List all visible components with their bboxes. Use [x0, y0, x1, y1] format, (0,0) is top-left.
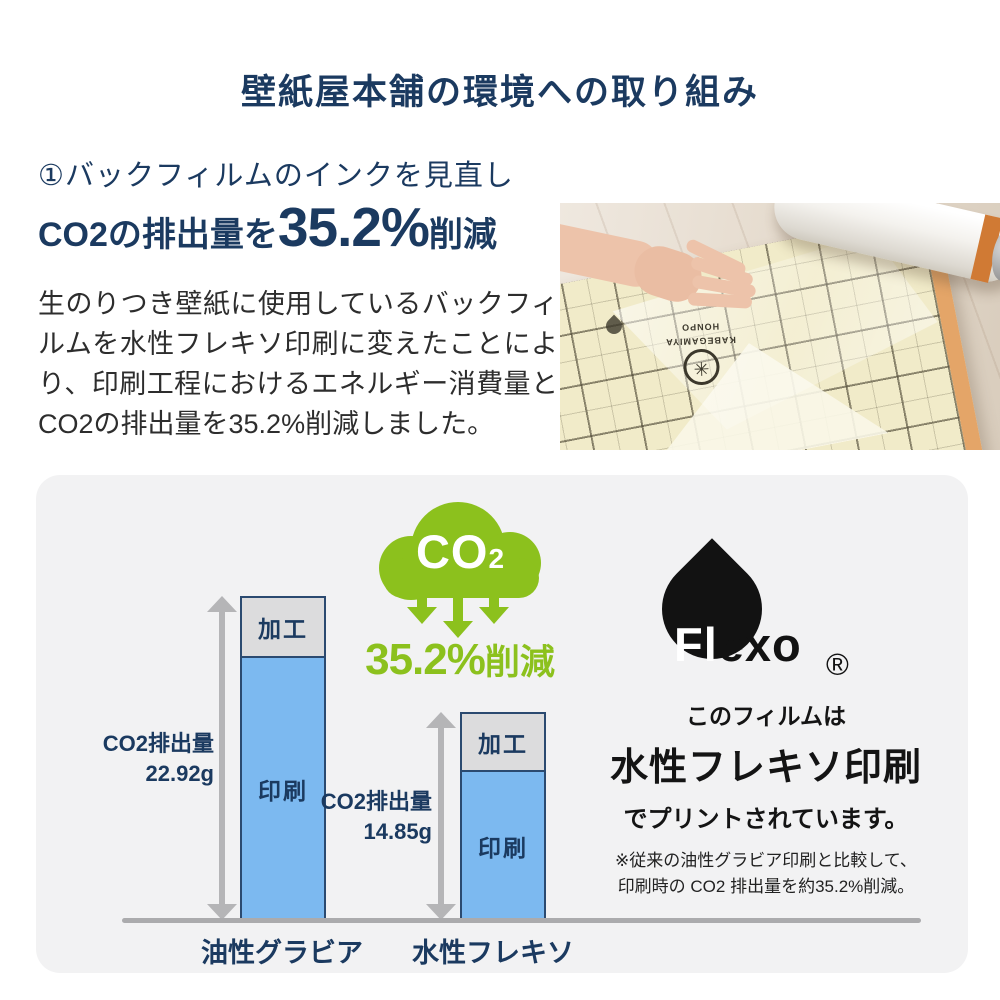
cloud-shape [383, 558, 539, 598]
registered-trademark-icon: ® [826, 647, 849, 682]
co2-total-flexo: CO2排出量 14.85g [280, 787, 432, 847]
section-heading: ①バックフィルムのインクを見直し [38, 160, 514, 192]
segment-label: 印刷 [478, 834, 528, 861]
measure-arrow-gravure [207, 596, 237, 920]
bar-segment-processing: 加工 [462, 714, 544, 772]
caption-line3: でプリントされています。 [623, 806, 909, 833]
down-arrow-icon [479, 594, 509, 624]
flexo-text-black: exo [717, 618, 802, 671]
arrow-down-icon [426, 904, 456, 920]
bar-segment-printing: 印刷 [242, 658, 324, 919]
caption-note-line1: ※従来の油性グラビア印刷と比較して、 [615, 851, 917, 870]
co2-cloud-icon: CO2 [375, 500, 545, 715]
reduction-value: 35.2% [365, 635, 486, 684]
co2-total-label: CO2排出量 [320, 789, 432, 814]
film-caption: このフィルムは 水性フレキソ印刷 でプリントされています。 ※従来の油性グラビア… [556, 697, 976, 900]
highlight-suffix: 削減 [428, 216, 497, 254]
co2-cloud-label: CO2 [375, 524, 545, 579]
segment-label: 加工 [478, 731, 528, 757]
reduction-suffix: 削減 [484, 643, 555, 682]
reduction-label: 35.2%削減 [290, 634, 630, 685]
category-label-gravure: 油性グラビア [201, 938, 363, 968]
section-body-text: 生のりつき壁紙に使用しているバックフィルムを水性フレキソ印刷に変えたことにより、… [38, 289, 558, 439]
chart-baseline [122, 918, 921, 923]
bar-segment-processing: 加工 [242, 598, 324, 658]
co2-total-label: CO2排出量 [102, 731, 214, 756]
photo-stamp-logo-icon: ✳ [682, 348, 721, 386]
bar-flexo: 加工 印刷 [460, 712, 546, 921]
down-arrow-icon [407, 594, 437, 624]
segment-label: 印刷 [258, 777, 308, 804]
arrow-up-icon [426, 712, 456, 728]
co2-total-value: 22.92g [145, 761, 215, 786]
measure-arrow-flexo [426, 712, 456, 920]
gas-subscript: 2 [488, 543, 505, 574]
arrow-shaft [438, 725, 444, 907]
photo-brand-stamp: ✳ KABEGAMIYA HONPO [645, 319, 757, 387]
co2-total-gravure: CO2排出量 22.92g [62, 729, 214, 789]
page-title: 壁紙屋本舗の環境への取り組み [240, 73, 759, 112]
infographic-card: CO2排出量 22.92g 加工 印刷 CO2排出量 14.85g 加工 印刷 … [36, 475, 968, 973]
photo-stamp-line1: KABEGAMIYA [665, 334, 737, 348]
highlight-value: 35.2% [277, 196, 430, 258]
category-label-flexo: 水性フレキソ [412, 938, 574, 968]
segment-label: 加工 [258, 616, 308, 642]
gas-label: CO [415, 525, 489, 578]
flexo-logo-text: Flexo [674, 621, 802, 668]
flexo-text-white: Fl [674, 618, 718, 671]
flexo-logo: Flexo ® [616, 538, 916, 701]
bar-segment-printing: 印刷 [462, 772, 544, 919]
caption-note-line2: 印刷時の CO2 排出量を約35.2%削減。 [617, 877, 915, 896]
caption-line2: 水性フレキソ印刷 [609, 747, 922, 789]
product-photo: ✳ KABEGAMIYA HONPO [560, 203, 1000, 450]
highlight-prefix: CO2の排出量を [38, 216, 278, 254]
bar-gravure: 加工 印刷 [240, 596, 326, 921]
arrow-shaft [219, 609, 225, 907]
caption-line1: このフィルムは [685, 703, 847, 729]
arrow-up-icon [207, 596, 237, 612]
down-arrow-icon [443, 594, 473, 638]
section-highlight: CO2の排出量を35.2%削減 [38, 200, 497, 255]
co2-total-value: 14.85g [363, 819, 433, 844]
arrow-down-icon [207, 904, 237, 920]
